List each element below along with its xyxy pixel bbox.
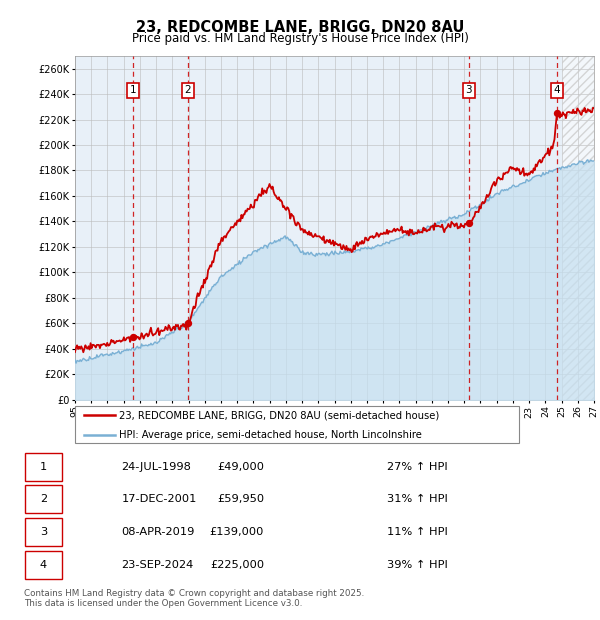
Text: £49,000: £49,000 xyxy=(217,462,264,472)
Text: £59,950: £59,950 xyxy=(217,494,264,505)
Text: £139,000: £139,000 xyxy=(209,527,264,537)
Text: 17-DEC-2001: 17-DEC-2001 xyxy=(122,494,197,505)
FancyBboxPatch shape xyxy=(75,406,519,443)
Text: 31% ↑ HPI: 31% ↑ HPI xyxy=(387,494,448,505)
FancyBboxPatch shape xyxy=(25,485,62,513)
FancyBboxPatch shape xyxy=(25,518,62,546)
Point xyxy=(128,332,137,342)
Text: 27% ↑ HPI: 27% ↑ HPI xyxy=(387,462,448,472)
Text: 39% ↑ HPI: 39% ↑ HPI xyxy=(387,560,448,570)
Text: Contains HM Land Registry data © Crown copyright and database right 2025.
This d: Contains HM Land Registry data © Crown c… xyxy=(24,589,364,608)
Text: 4: 4 xyxy=(554,85,560,95)
Point xyxy=(464,218,473,228)
FancyBboxPatch shape xyxy=(25,453,62,480)
Text: 1: 1 xyxy=(40,462,47,472)
Text: 11% ↑ HPI: 11% ↑ HPI xyxy=(387,527,448,537)
Text: 23-SEP-2024: 23-SEP-2024 xyxy=(122,560,194,570)
Text: 3: 3 xyxy=(40,527,47,537)
Text: 23, REDCOMBE LANE, BRIGG, DN20 8AU (semi-detached house): 23, REDCOMBE LANE, BRIGG, DN20 8AU (semi… xyxy=(119,410,440,420)
Text: 2: 2 xyxy=(40,494,47,505)
Point xyxy=(553,108,562,118)
Bar xyxy=(562,56,594,400)
Bar xyxy=(562,56,594,400)
Text: 4: 4 xyxy=(40,560,47,570)
Text: Price paid vs. HM Land Registry's House Price Index (HPI): Price paid vs. HM Land Registry's House … xyxy=(131,32,469,45)
Text: 23, REDCOMBE LANE, BRIGG, DN20 8AU: 23, REDCOMBE LANE, BRIGG, DN20 8AU xyxy=(136,20,464,35)
FancyBboxPatch shape xyxy=(25,551,62,579)
Text: 3: 3 xyxy=(466,85,472,95)
Text: 24-JUL-1998: 24-JUL-1998 xyxy=(122,462,191,472)
Text: HPI: Average price, semi-detached house, North Lincolnshire: HPI: Average price, semi-detached house,… xyxy=(119,430,422,440)
Text: 1: 1 xyxy=(130,85,136,95)
Text: 08-APR-2019: 08-APR-2019 xyxy=(122,527,195,537)
Text: £225,000: £225,000 xyxy=(210,560,264,570)
Text: 2: 2 xyxy=(185,85,191,95)
Point xyxy=(183,319,193,329)
